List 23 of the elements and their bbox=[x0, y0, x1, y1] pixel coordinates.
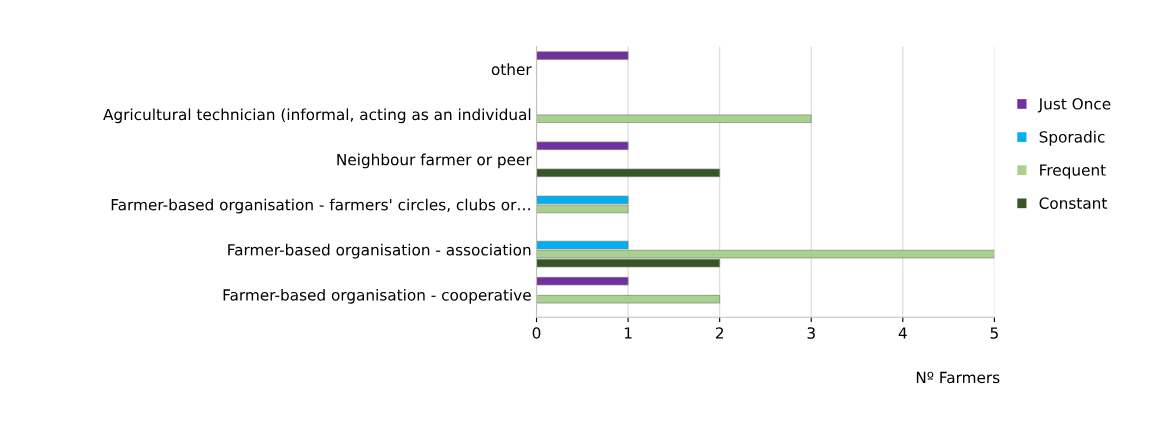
x-tick-label: 5 bbox=[990, 327, 998, 339]
x-tick-label: 4 bbox=[898, 327, 907, 339]
bar bbox=[536, 168, 721, 178]
x-tick-label: 2 bbox=[715, 327, 723, 339]
x-tick-label: 3 bbox=[807, 327, 815, 339]
y-tick-label: Agricultural technician (informal, acting as an individual bbox=[103, 108, 531, 124]
y-tick-label: Farmer-based organisation - farmers' circles, clubs or… bbox=[111, 198, 530, 214]
legend-label: Frequent bbox=[1040, 164, 1106, 179]
bar bbox=[536, 141, 629, 150]
y-tick-label: other bbox=[491, 63, 532, 76]
y-tick-label: Neighbour farmer or peer bbox=[337, 153, 532, 169]
x-tick-label: 0 bbox=[532, 327, 541, 339]
legend-label: Sporadic bbox=[1039, 130, 1105, 146]
x-tick-label: 1 bbox=[624, 327, 632, 339]
bar bbox=[536, 114, 812, 123]
bar bbox=[536, 295, 721, 304]
x-axis-title: Nº Farmers bbox=[916, 371, 1000, 384]
legend-label: Just Once bbox=[1037, 98, 1111, 113]
legend-label: Constant bbox=[1039, 197, 1107, 209]
bar bbox=[536, 276, 629, 286]
y-tick-label: Farmer-based organisation - association bbox=[228, 243, 531, 259]
y-tick-label: Farmer-based organisation - cooperative bbox=[223, 288, 531, 304]
bar bbox=[536, 51, 629, 60]
